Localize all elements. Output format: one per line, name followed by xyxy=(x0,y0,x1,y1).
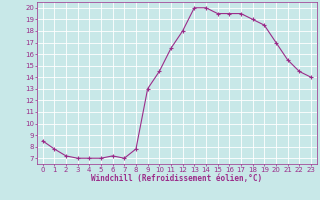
X-axis label: Windchill (Refroidissement éolien,°C): Windchill (Refroidissement éolien,°C) xyxy=(91,174,262,183)
